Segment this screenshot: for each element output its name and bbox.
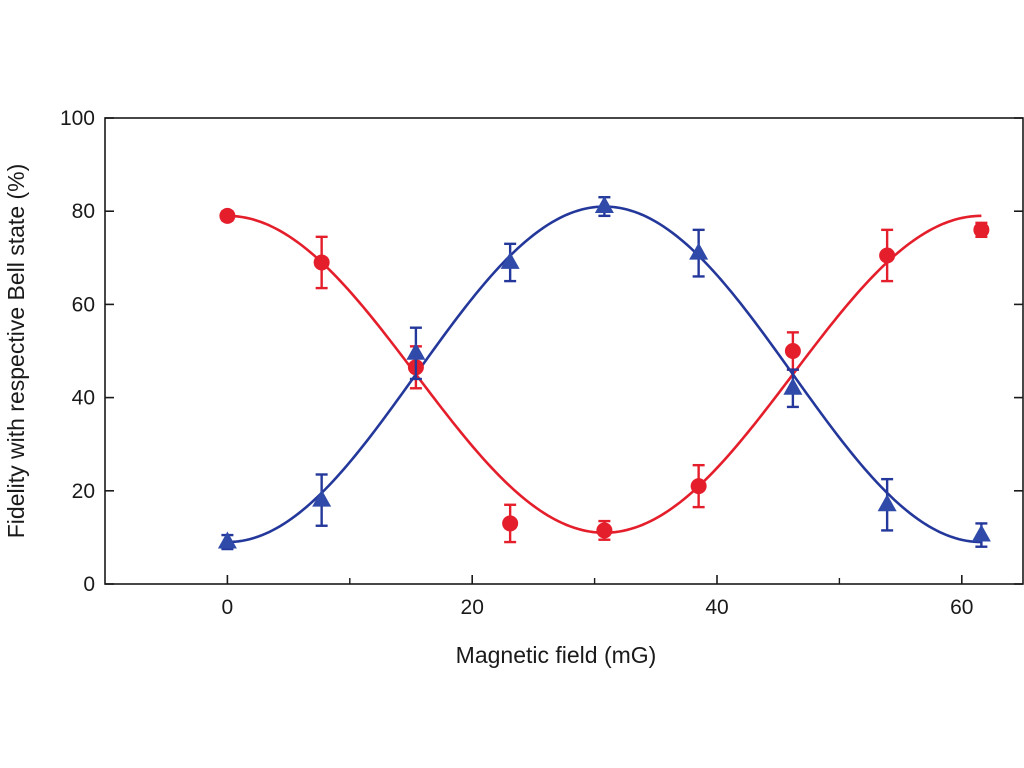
plot-frame [104, 117, 1024, 585]
marker-triangle [500, 251, 520, 269]
x-tick-label: 0 [222, 596, 234, 619]
marker-triangle [971, 524, 991, 542]
marker-triangle [877, 494, 897, 512]
fit-curves [227, 205, 982, 544]
x-tick-label: 40 [705, 596, 728, 619]
y-tick-label: 0 [83, 573, 95, 596]
plot-border [104, 117, 1024, 585]
data-point-circle [690, 463, 707, 509]
y-tick-label: 100 [60, 107, 95, 130]
data-point-triangle [783, 368, 803, 409]
data-points [217, 196, 991, 551]
fit-curve-2 [227, 205, 982, 544]
marker-circle [784, 343, 801, 359]
data-point-triangle [689, 228, 709, 278]
y-tick-label: 20 [72, 480, 95, 503]
marker-triangle [783, 377, 803, 395]
marker-circle [596, 522, 613, 539]
data-point-circle [502, 503, 519, 544]
data-point-circle [879, 228, 896, 283]
marker-circle [502, 515, 519, 532]
x-tick-label: 20 [461, 596, 484, 619]
data-point-triangle [877, 477, 897, 532]
x-axis-title: Magnetic field (mG) [456, 642, 657, 668]
data-point-circle [219, 207, 236, 224]
marker-triangle [594, 196, 614, 213]
data-point-triangle [312, 473, 332, 527]
y-tick-label: 60 [72, 293, 95, 316]
data-point-triangle [971, 522, 991, 548]
fit-curve-1 [227, 214, 982, 535]
y-axis-title: Fidelity with respective Bell state (%) [3, 164, 29, 539]
marker-triangle [406, 342, 426, 360]
data-point-triangle [594, 196, 614, 218]
marker-triangle [689, 242, 709, 260]
marker-circle [313, 254, 330, 271]
data-point-triangle [406, 326, 426, 381]
data-point-triangle [500, 242, 520, 283]
y-tick-label: 40 [72, 387, 95, 410]
data-point-circle [784, 331, 801, 371]
marker-circle [973, 221, 990, 238]
data-point-triangle [217, 531, 237, 551]
y-axis: 0 20 40 60 80 100 [60, 107, 1023, 596]
marker-circle [690, 478, 707, 495]
data-point-circle [596, 519, 613, 541]
marker-circle [219, 207, 236, 224]
x-axis: 0 20 40 60 [222, 575, 973, 619]
data-point-circle [973, 221, 990, 239]
y-tick-label: 80 [72, 200, 95, 223]
data-point-circle [313, 235, 330, 290]
x-tick-label: 60 [950, 596, 973, 619]
marker-triangle [217, 531, 237, 549]
marker-triangle [312, 489, 332, 507]
marker-circle [879, 247, 896, 264]
